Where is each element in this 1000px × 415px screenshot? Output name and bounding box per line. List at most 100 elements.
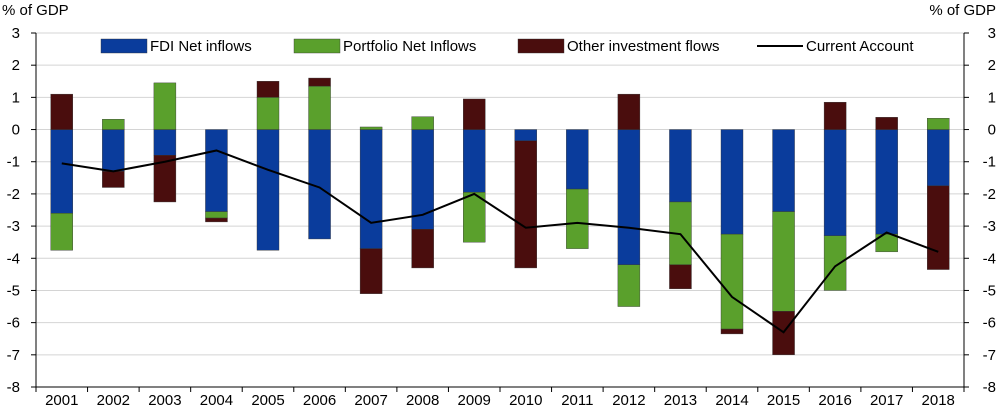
bar-portfolio-net-inflows-2011 — [566, 188, 589, 249]
bar-other-investment-flows-2009 — [463, 98, 486, 130]
legend-label-current-account: Current Account — [806, 38, 914, 55]
left-tick-label: 3 — [12, 25, 20, 42]
legend-label-other-investment-flows: Other investment flows — [567, 38, 720, 55]
bar-fdi-net-inflows-2015 — [772, 129, 795, 212]
legend-swatch-fdi-net-inflows — [100, 38, 148, 54]
left-tick-label: -8 — [7, 379, 20, 396]
left-tick-label: -3 — [7, 218, 20, 235]
x-tick-label: 2013 — [664, 392, 697, 409]
bar-portfolio-net-inflows-2003 — [153, 82, 177, 130]
bar-fdi-net-inflows-2003 — [153, 129, 177, 156]
x-tick-label: 2007 — [354, 392, 387, 409]
bar-portfolio-net-inflows-2007 — [359, 126, 383, 130]
x-tick-label: 2017 — [870, 392, 903, 409]
bar-other-investment-flows-2017 — [875, 117, 898, 130]
right-tick-label: -2 — [983, 186, 996, 203]
bar-other-investment-flows-2003 — [153, 155, 177, 203]
bar-portfolio-net-inflows-2004 — [205, 211, 228, 219]
bar-other-investment-flows-2006 — [308, 77, 331, 87]
bar-fdi-net-inflows-2007 — [359, 129, 383, 249]
bar-other-investment-flows-2007 — [359, 248, 383, 294]
bar-fdi-net-inflows-2002 — [102, 129, 125, 172]
x-tick-label: 2001 — [45, 392, 78, 409]
left-tick-label: 0 — [12, 122, 20, 139]
x-tick-label: 2010 — [509, 392, 542, 409]
left-axis-unit-label: % of GDP — [2, 2, 69, 19]
bar-fdi-net-inflows-2014 — [720, 129, 744, 235]
right-tick-label: 0 — [988, 122, 996, 139]
right-tick-label: 3 — [988, 25, 996, 42]
right-tick-label: -6 — [983, 315, 996, 332]
left-tick-label: -1 — [7, 154, 20, 171]
legend: FDI Net inflows Portfolio Net Inflows Othe… — [100, 38, 914, 55]
bar-portfolio-net-inflows-2016 — [823, 235, 847, 291]
bar-other-investment-flows-2016 — [823, 101, 847, 130]
x-tick-label: 2004 — [200, 392, 233, 409]
x-tick-label: 2003 — [148, 392, 181, 409]
bar-portfolio-net-inflows-2012 — [617, 264, 641, 307]
legend-swatch-other-investment-flows — [517, 38, 565, 54]
bar-fdi-net-inflows-2001 — [50, 129, 73, 214]
bar-other-investment-flows-2012 — [617, 93, 641, 130]
left-tick-label: -5 — [7, 282, 20, 299]
legend-label-portfolio-net-inflows: Portfolio Net Inflows — [343, 38, 476, 55]
bar-portfolio-net-inflows-2015 — [772, 211, 795, 312]
bar-portfolio-net-inflows-2014 — [720, 233, 744, 330]
axes: 3 3 2 2 1 1 0 0 -1 -1 -2 -2 -3 -3 -4 -4 -5 -5 -6 -6 -7 -7 -8 -8… — [7, 25, 996, 409]
bar-fdi-net-inflows-2004 — [205, 129, 228, 212]
current-account-line — [61, 149, 939, 334]
bar-fdi-net-inflows-2011 — [566, 129, 589, 190]
right-tick-label: -3 — [983, 218, 996, 235]
x-tick-label: 2006 — [303, 392, 336, 409]
legend-swatch-portfolio-net-inflows — [293, 38, 341, 54]
x-tick-label: 2015 — [767, 392, 800, 409]
bar-portfolio-net-inflows-2006 — [308, 85, 331, 130]
bar-fdi-net-inflows-2013 — [669, 129, 692, 203]
left-tick-label: -2 — [7, 186, 20, 203]
x-tick-label: 2011 — [561, 392, 593, 409]
bar-portfolio-net-inflows-2017 — [875, 233, 898, 253]
bar-other-investment-flows-2001 — [50, 93, 73, 130]
right-tick-label: -7 — [983, 347, 996, 364]
left-tick-label: -4 — [7, 250, 20, 267]
right-axis-unit-label: % of GDP — [929, 2, 996, 19]
bar-portfolio-net-inflows-2008 — [411, 116, 434, 130]
left-tick-label: -7 — [7, 347, 20, 364]
right-tick-label: -1 — [983, 154, 996, 171]
right-tick-label: -5 — [983, 282, 996, 299]
x-tick-label: 2002 — [97, 392, 130, 409]
x-tick-label: 2014 — [715, 392, 748, 409]
left-tick-label: 2 — [12, 57, 20, 74]
bar-other-investment-flows-2005 — [256, 81, 280, 98]
right-tick-label: -4 — [983, 250, 996, 267]
bar-fdi-net-inflows-2016 — [823, 129, 847, 236]
right-tick-label: 2 — [988, 57, 996, 74]
bar-fdi-net-inflows-2018 — [927, 129, 950, 187]
bar-portfolio-net-inflows-2001 — [50, 213, 73, 251]
x-tick-label: 2009 — [458, 392, 491, 409]
x-tick-label: 2016 — [818, 392, 851, 409]
right-tick-label: -8 — [983, 379, 996, 396]
left-tick-label: -6 — [7, 315, 20, 332]
bar-fdi-net-inflows-2005 — [256, 129, 280, 251]
bar-portfolio-net-inflows-2009 — [463, 192, 486, 243]
bar-portfolio-net-inflows-2002 — [102, 119, 125, 130]
left-tick-label: 1 — [12, 89, 20, 106]
bar-portfolio-net-inflows-2005 — [256, 97, 280, 130]
x-tick-label: 2018 — [922, 392, 955, 409]
bar-other-investment-flows-2002 — [102, 171, 125, 188]
x-tick-label: 2008 — [406, 392, 439, 409]
bar-fdi-net-inflows-2010 — [514, 129, 537, 142]
bar-other-investment-flows-2013 — [669, 264, 692, 290]
bar-other-investment-flows-2008 — [411, 229, 434, 269]
current-account-line-group — [61, 149, 939, 334]
bar-other-investment-flows-2014 — [720, 328, 744, 335]
x-tick-label: 2005 — [251, 392, 284, 409]
bar-other-investment-flows-2010 — [514, 140, 537, 269]
bar-portfolio-net-inflows-2018 — [927, 118, 950, 130]
bars — [50, 77, 950, 356]
bar-fdi-net-inflows-2017 — [875, 129, 898, 235]
right-tick-label: 1 — [988, 89, 996, 106]
